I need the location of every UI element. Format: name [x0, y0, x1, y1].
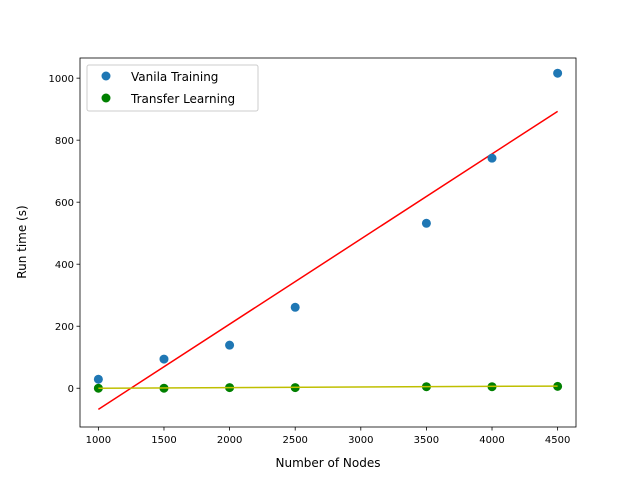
y-tick-label: 400 — [55, 260, 74, 271]
x-axis-label: Number of Nodes — [276, 456, 381, 470]
x-tick-label: 3000 — [348, 435, 373, 446]
vanila-point — [159, 354, 169, 364]
y-axis-label: Run time (s) — [15, 205, 29, 278]
legend-label-transfer: Transfer Learning — [130, 92, 235, 106]
vanila-point — [290, 302, 300, 312]
y-tick-label: 200 — [55, 322, 74, 333]
vanila-point — [93, 374, 103, 384]
legend: Vanila Training Transfer Learning — [86, 64, 259, 112]
plot-area — [79, 57, 577, 428]
legend-marker-vanila — [101, 71, 111, 81]
fit-line-1 — [98, 385, 558, 389]
x-tick-label: 1000 — [86, 435, 111, 446]
x-tick-label: 3500 — [414, 435, 439, 446]
legend-box — [86, 64, 259, 112]
legend-label-vanila: Vanila Training — [131, 70, 218, 84]
x-tick-label: 2500 — [282, 435, 307, 446]
x-tick-label: 2000 — [217, 435, 242, 446]
vanila-point — [487, 153, 497, 163]
vanila-point — [225, 340, 235, 350]
x-tick-label: 1500 — [151, 435, 176, 446]
vanila-point — [421, 218, 431, 228]
vanila-point — [553, 68, 563, 78]
y-tick-label: 0 — [68, 384, 74, 395]
fit-line-0 — [97, 110, 559, 410]
x-tick-label: 4500 — [545, 435, 570, 446]
legend-marker-transfer — [101, 93, 111, 103]
y-tick-label: 600 — [55, 198, 74, 209]
x-tick-label: 4000 — [479, 435, 504, 446]
y-tick-label: 800 — [55, 136, 74, 147]
y-tick-label: 1000 — [49, 74, 74, 85]
